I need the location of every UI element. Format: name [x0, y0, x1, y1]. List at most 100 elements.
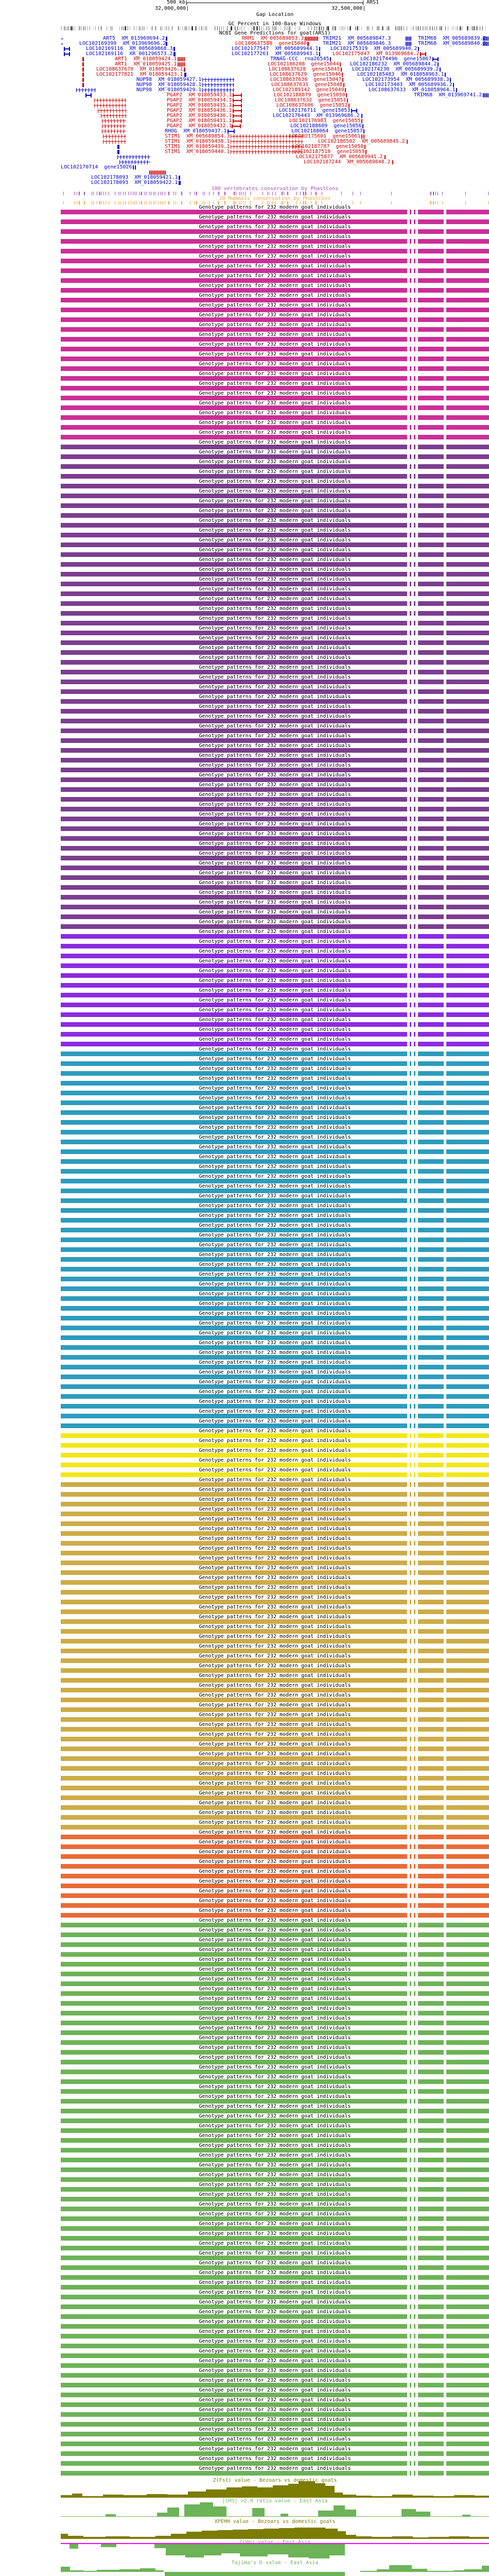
genotype-bar-segment[interactable]	[418, 2226, 444, 2231]
genotype-bar-segment[interactable]	[414, 1335, 415, 1340]
genotype-bar-segment[interactable]	[418, 1179, 444, 1183]
genotype-bar-segment[interactable]	[410, 2295, 411, 2299]
genotype-bar-segment[interactable]	[410, 621, 411, 625]
gene-glyph-t[interactable]	[166, 37, 167, 41]
genotype-bar-segment[interactable]	[418, 1335, 444, 1340]
genotype-bar-segment[interactable]	[410, 1433, 411, 1438]
gene-glyph-p[interactable]	[82, 83, 84, 87]
genotype-bar-segment[interactable]	[414, 709, 415, 714]
genotype-bar-segment[interactable]	[414, 1962, 415, 1967]
genotype-bar-segment[interactable]	[61, 1884, 407, 1888]
genotype-bar-segment[interactable]	[418, 2344, 444, 2348]
genotype-bar-segment[interactable]	[414, 2089, 415, 2094]
genotype-bar-segment[interactable]	[61, 1306, 407, 1311]
genotype-bar-segment[interactable]	[418, 1247, 444, 1252]
genotype-bar-segment[interactable]	[446, 1815, 489, 1820]
genotype-bar-segment[interactable]	[61, 1502, 407, 1506]
genotype-bar-segment[interactable]	[418, 2119, 444, 2123]
genotype-bar-segment[interactable]	[410, 1609, 411, 1614]
genotype-bar-segment[interactable]	[61, 425, 407, 430]
genotype-bar-segment[interactable]	[446, 572, 489, 577]
genotype-bar-segment[interactable]	[410, 2324, 411, 2329]
gene-glyph-h[interactable]	[351, 109, 357, 113]
genotype-bar-segment[interactable]	[410, 1521, 411, 1526]
genotype-bar-segment[interactable]	[61, 1159, 407, 1164]
genotype-bar-segment[interactable]	[414, 1727, 415, 1732]
genotype-bar-segment[interactable]	[418, 386, 444, 391]
genotype-bar-segment[interactable]	[414, 2158, 415, 2162]
signal-bar[interactable]	[356, 2496, 372, 2498]
gene-glyph-x[interactable]	[483, 42, 489, 46]
genotype-bar-segment[interactable]	[410, 777, 411, 782]
genotype-bar-segment[interactable]	[410, 1962, 411, 1967]
genotype-bar-segment[interactable]	[414, 1081, 415, 1086]
genotype-bar-segment[interactable]	[446, 1159, 489, 1164]
genotype-bar-segment[interactable]	[61, 1365, 407, 1369]
genotype-bar-segment[interactable]	[418, 1884, 444, 1888]
genotype-bar-segment[interactable]	[61, 1316, 407, 1320]
genotype-bar-segment[interactable]	[61, 474, 407, 479]
gene-label[interactable]: LOC102169116 XR_001296573.2	[86, 51, 173, 57]
genotype-bar-segment[interactable]	[446, 1766, 489, 1771]
genotype-bar-segment[interactable]	[418, 1707, 444, 1712]
signal-bar[interactable]	[360, 2571, 377, 2572]
signal-bar[interactable]	[240, 2544, 268, 2556]
genotype-bar-segment[interactable]	[410, 1443, 411, 1448]
genotype-bar-segment[interactable]	[418, 1962, 444, 1967]
genotype-bar-segment[interactable]	[61, 513, 407, 518]
genotype-bar-segment[interactable]	[446, 1140, 489, 1144]
genotype-bar-segment[interactable]	[414, 1619, 415, 1624]
signal-bar[interactable]	[82, 2496, 103, 2498]
genotype-bar-segment[interactable]	[414, 278, 415, 283]
genotype-bar-segment[interactable]	[61, 1561, 407, 1565]
gene-glyph-t[interactable]	[453, 83, 454, 87]
genotype-bar-segment[interactable]	[61, 347, 407, 351]
genotype-bar-segment[interactable]	[410, 503, 411, 508]
genotype-bar-segment[interactable]	[61, 2393, 407, 2397]
genotype-bar-segment[interactable]	[414, 2344, 415, 2348]
genotype-bar-segment[interactable]	[414, 611, 415, 616]
genotype-bar-segment[interactable]	[418, 1981, 444, 1986]
genotype-bar-segment[interactable]	[446, 1717, 489, 1722]
genotype-bar-segment[interactable]	[418, 1071, 444, 1076]
genotype-bar-segment[interactable]	[418, 1110, 444, 1115]
genotype-bar-segment[interactable]	[410, 1913, 411, 1918]
genotype-bar-segment[interactable]	[418, 1189, 444, 1193]
genotype-bar-segment[interactable]	[61, 1335, 407, 1340]
genotype-bar-segment[interactable]	[414, 1042, 415, 1046]
genotype-bar-segment[interactable]	[418, 2070, 444, 2074]
genotype-bar-segment[interactable]	[418, 1639, 444, 1643]
genotype-bar-segment[interactable]	[410, 1198, 411, 1203]
genotype-bar-segment[interactable]	[410, 2422, 411, 2427]
genotype-bar-segment[interactable]	[418, 973, 444, 978]
genotype-bar-segment[interactable]	[414, 591, 415, 596]
gene-glyph-b[interactable]	[117, 145, 119, 149]
genotype-bar-segment[interactable]	[61, 1286, 407, 1291]
genotype-bar-segment[interactable]	[61, 650, 407, 655]
genotype-bar-segment[interactable]	[61, 1423, 407, 1428]
genotype-bar-segment[interactable]	[61, 836, 407, 841]
genotype-bar-segment[interactable]	[414, 572, 415, 577]
genotype-bar-segment[interactable]	[414, 807, 415, 811]
genotype-bar-segment[interactable]	[410, 1472, 411, 1477]
genotype-bar-segment[interactable]	[414, 2402, 415, 2407]
genotype-bar-segment[interactable]	[418, 2422, 444, 2427]
signal-track-title[interactable]: Z(Hp) value - East Asia	[239, 2539, 311, 2545]
genotype-bar-segment[interactable]	[414, 914, 415, 919]
genotype-bar-segment[interactable]	[414, 288, 415, 293]
genotype-bar-segment[interactable]	[446, 631, 489, 635]
genotype-bar-segment[interactable]	[414, 2187, 415, 2192]
genotype-bar-segment[interactable]	[61, 484, 407, 488]
genotype-bar-segment[interactable]	[446, 1893, 489, 1898]
genotype-bar-segment[interactable]	[61, 719, 407, 723]
genotype-bar-segment[interactable]	[61, 768, 407, 772]
signal-bar[interactable]	[101, 2544, 116, 2547]
genotype-bar-segment[interactable]	[61, 1296, 407, 1301]
genotype-bar-segment[interactable]	[414, 1492, 415, 1497]
genotype-bar-segment[interactable]	[410, 259, 411, 263]
signal-bar[interactable]	[372, 2496, 392, 2498]
genotype-bar-segment[interactable]	[61, 2353, 407, 2358]
genotype-bar-segment[interactable]	[414, 1472, 415, 1477]
genotype-bar-segment[interactable]	[61, 777, 407, 782]
genotype-bar-segment[interactable]	[446, 268, 489, 273]
